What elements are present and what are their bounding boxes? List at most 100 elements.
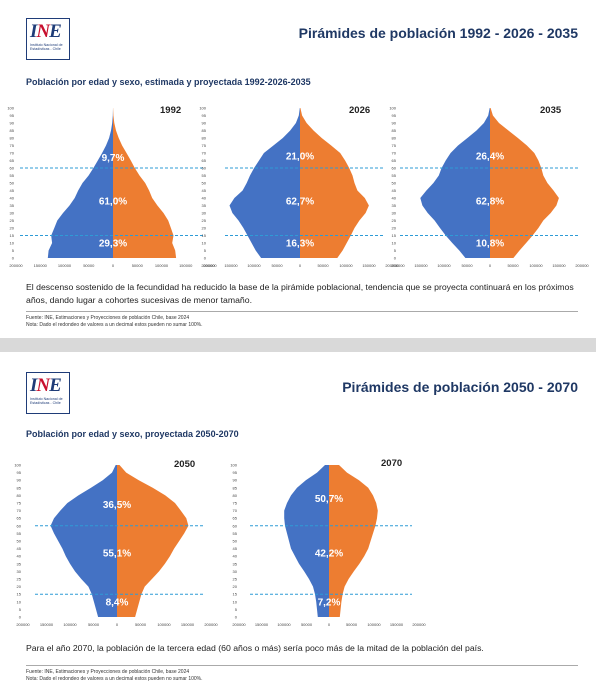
x-tick-label: 200000 <box>9 263 23 268</box>
age-tick-label: 85 <box>10 128 15 133</box>
age-tick-label: 25 <box>17 577 22 582</box>
age-tick-label: 25 <box>392 218 397 223</box>
age-tick-label: 35 <box>392 203 397 208</box>
ine-logo-icon: INE Instituto Nacional de Estadísticas -… <box>26 372 70 414</box>
age-tick-label: 95 <box>17 470 22 475</box>
logo-mark: INE <box>30 375 62 396</box>
age-tick-label: 95 <box>202 113 207 118</box>
age-tick-label: 15 <box>392 233 397 238</box>
age-tick-label: 85 <box>17 485 22 490</box>
divider <box>26 311 578 312</box>
share-label: 16,3% <box>286 239 314 250</box>
series-hombres-area <box>47 108 113 258</box>
page-title: Pirámides de población 2050 - 2070 <box>342 379 578 395</box>
age-tick-label: 5 <box>12 248 15 253</box>
age-tick-label: 0 <box>394 256 397 261</box>
share-label: 10,8% <box>476 239 504 250</box>
age-tick-label: 85 <box>202 128 207 133</box>
x-tick-label: 200000 <box>412 622 426 627</box>
x-tick-label: 0 <box>328 622 331 627</box>
series-mujeres-area <box>300 108 369 258</box>
chart-title-2050: 2050 <box>174 459 196 470</box>
x-tick-label: 200000 <box>391 263 405 268</box>
age-tick-label: 75 <box>233 501 238 506</box>
x-tick-label: 200000 <box>203 263 217 268</box>
age-tick-label: 45 <box>392 188 397 193</box>
summary-paragraph: Para el año 2070, la población de la ter… <box>26 643 484 653</box>
slide-1: INE Instituto Nacional de Estadísticas -… <box>0 0 596 338</box>
age-tick-label: 30 <box>10 211 15 216</box>
age-tick-label: 25 <box>10 218 15 223</box>
age-tick-label: 85 <box>392 128 397 133</box>
age-tick-label: 20 <box>10 226 15 231</box>
share-label: 9,7% <box>102 153 125 164</box>
age-tick-label: 35 <box>202 203 207 208</box>
age-tick-label: 15 <box>202 233 207 238</box>
age-tick-label: 90 <box>10 121 15 126</box>
x-tick-label: 150000 <box>552 263 566 268</box>
source-note: Fuente: INE, Estimaciones y Proyecciones… <box>26 669 190 675</box>
age-tick-label: 95 <box>233 470 238 475</box>
age-tick-label: 95 <box>10 113 15 118</box>
age-tick-label: 20 <box>17 584 22 589</box>
age-tick-label: 55 <box>202 173 207 178</box>
age-tick-label: 10 <box>17 599 22 604</box>
x-tick-label: 0 <box>299 263 302 268</box>
x-tick-label: 100000 <box>247 263 261 268</box>
age-tick-label: 25 <box>233 577 238 582</box>
age-tick-label: 50 <box>233 539 238 544</box>
age-tick-label: 30 <box>17 569 22 574</box>
share-label: 61,0% <box>99 197 127 208</box>
share-label: 55,1% <box>103 549 131 560</box>
x-tick-label: 50000 <box>461 263 473 268</box>
x-tick-label: 100000 <box>339 263 353 268</box>
age-tick-label: 45 <box>202 188 207 193</box>
x-tick-label: 200000 <box>232 622 246 627</box>
divider <box>26 665 578 666</box>
source-note: Fuente: INE, Estimaciones y Proyecciones… <box>26 315 190 321</box>
chart-title-2035: 2035 <box>540 105 562 116</box>
x-tick-label: 50000 <box>271 263 283 268</box>
age-tick-label: 10 <box>392 241 397 246</box>
age-tick-label: 10 <box>202 241 207 246</box>
ine-logo-icon: INE Instituto Nacional de Estadísticas -… <box>26 18 70 60</box>
age-tick-label: 60 <box>202 166 207 171</box>
age-tick-label: 40 <box>233 554 238 559</box>
age-tick-label: 90 <box>233 478 238 483</box>
x-tick-label: 150000 <box>34 263 48 268</box>
age-tick-label: 55 <box>233 531 238 536</box>
age-tick-label: 0 <box>204 256 207 261</box>
age-tick-label: 65 <box>10 158 15 163</box>
age-tick-label: 90 <box>202 121 207 126</box>
x-tick-label: 50000 <box>135 622 147 627</box>
age-tick-label: 60 <box>233 523 238 528</box>
x-tick-label: 200000 <box>201 263 215 268</box>
age-tick-label: 65 <box>233 516 238 521</box>
share-label: 36,5% <box>103 500 131 511</box>
age-tick-label: 100 <box>199 106 206 111</box>
page-title: Pirámides de población 1992 - 2026 - 203… <box>298 25 578 41</box>
age-tick-label: 50 <box>17 539 22 544</box>
x-tick-label: 150000 <box>362 263 376 268</box>
age-tick-label: 25 <box>202 218 207 223</box>
age-tick-label: 100 <box>230 463 237 468</box>
age-tick-label: 40 <box>202 196 207 201</box>
share-label: 21,0% <box>286 152 314 163</box>
logo-subtext: Instituto Nacional de Estadísticas - Chi… <box>30 397 63 406</box>
series-hombres-area <box>420 108 490 258</box>
age-tick-label: 15 <box>17 592 22 597</box>
x-tick-label: 150000 <box>390 622 404 627</box>
x-tick-label: 0 <box>116 622 119 627</box>
age-tick-label: 5 <box>235 607 238 612</box>
chart-title-2070: 2070 <box>381 458 403 469</box>
pyramid-chart-1992: 9,7%61,0%29,3%10095908580757065605550454… <box>7 106 217 269</box>
x-tick-label: 150000 <box>179 263 193 268</box>
series-hombres-area <box>50 465 117 617</box>
age-tick-label: 75 <box>17 501 22 506</box>
age-tick-label: 45 <box>233 546 238 551</box>
age-tick-label: 30 <box>392 211 397 216</box>
page-subtitle: Población por edad y sexo, estimada y pr… <box>26 77 311 87</box>
age-tick-label: 45 <box>17 546 22 551</box>
age-tick-label: 70 <box>202 151 207 156</box>
logo-mark: INE <box>30 21 62 42</box>
